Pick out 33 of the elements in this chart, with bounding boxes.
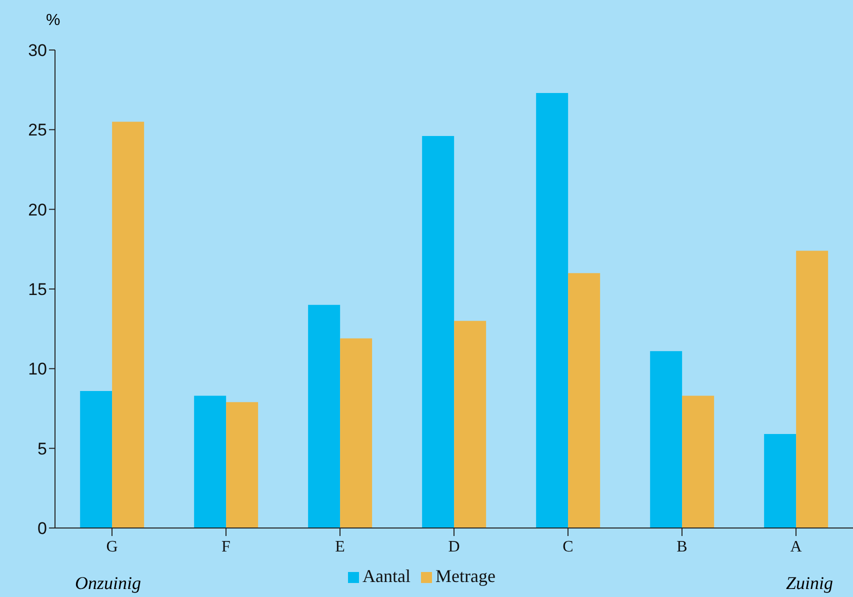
bar (80, 390, 112, 528)
x-tick-label: A (790, 538, 802, 556)
bar (112, 122, 144, 528)
legend-label: Metrage (436, 566, 496, 586)
y-axis-title: % (46, 12, 60, 30)
y-tick-label: 5 (38, 439, 47, 458)
legend-label: Aantal (362, 566, 410, 586)
y-tick-label: 0 (38, 519, 47, 538)
x-tick-label: B (676, 538, 688, 556)
text: Zuinig (786, 573, 833, 594)
x-tick-label: F (222, 538, 231, 556)
x-tick-label: E (335, 538, 345, 556)
bar (308, 304, 340, 528)
bar (454, 320, 486, 528)
bar (568, 273, 600, 528)
bar (226, 402, 258, 528)
bar (764, 434, 796, 528)
y-tick-label: 15 (28, 280, 47, 300)
bar (340, 338, 372, 528)
x-tick-label: G (106, 538, 118, 556)
bar (536, 93, 568, 528)
bar (194, 396, 226, 528)
x-tick-label: D (448, 538, 460, 556)
y-tick-label: 30 (28, 41, 47, 60)
bar (650, 351, 682, 528)
y-tick-label: 10 (28, 360, 47, 379)
x-tick-label: C (562, 538, 574, 556)
y-tick-label: 25 (28, 120, 47, 140)
bar (422, 136, 454, 528)
y-tick-label: 20 (28, 200, 47, 220)
text: Onzuinig (75, 573, 142, 594)
bar (796, 250, 828, 528)
bar (682, 396, 714, 528)
